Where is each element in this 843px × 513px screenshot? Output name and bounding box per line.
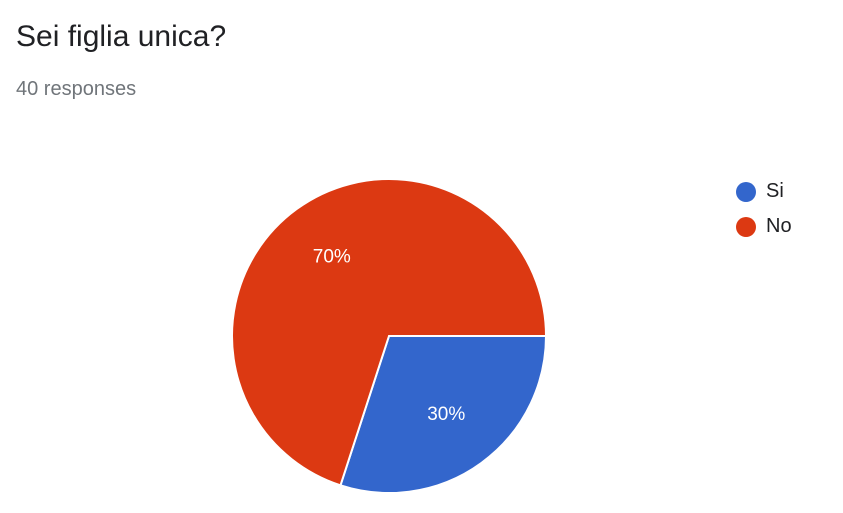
slice-label-si: 30% [427,404,465,425]
legend-item-no[interactable]: No [736,209,792,244]
question-title: Sei figlia unica? [16,20,227,53]
legend-label: No [766,215,792,237]
chart-legend: Si No [736,174,792,244]
pie-slice-no[interactable] [231,178,548,487]
legend-swatch [736,181,756,202]
response-count: 40 responses [16,78,137,100]
legend-swatch [736,216,756,237]
slice-label-no: 70% [313,246,351,267]
pie-slice-si[interactable] [339,335,548,494]
legend-item-si[interactable]: Si [736,174,792,209]
legend-label: Si [766,180,784,202]
